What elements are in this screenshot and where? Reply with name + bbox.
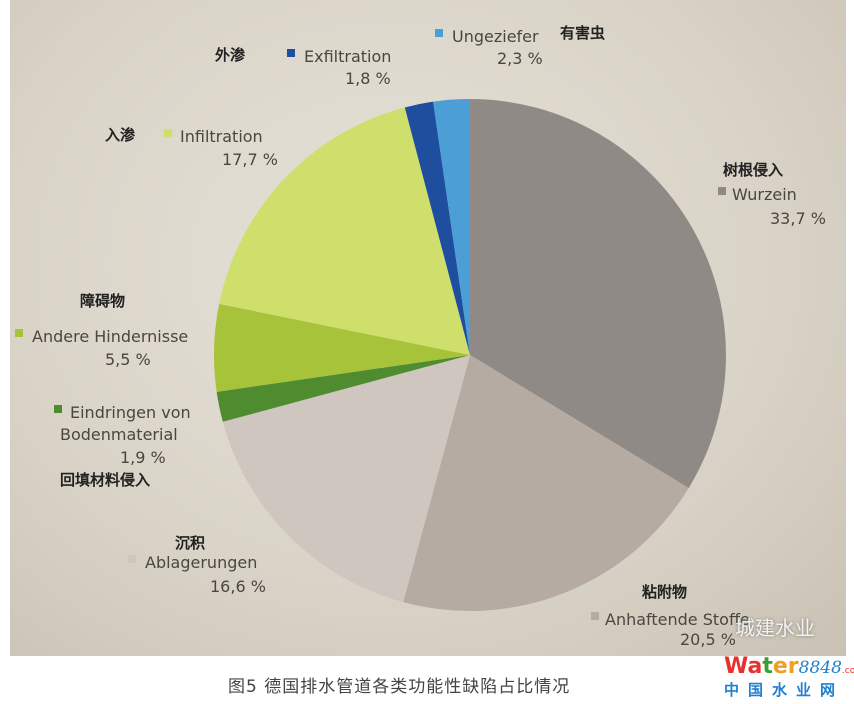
slice-cn-label-0: 树根侵入: [723, 161, 783, 179]
slice-label-0: Wurzein: [732, 185, 797, 204]
pie-slice-7: [433, 99, 470, 355]
legend-swatch-7: [435, 29, 443, 37]
slice-value-3: 1,9 %: [120, 448, 166, 467]
slice-value-5: 17,7 %: [222, 150, 278, 169]
slice-label-3-line2: Bodenmaterial: [60, 425, 178, 444]
slice-value-6: 1,8 %: [345, 69, 391, 88]
site-logo: Water8848.com 中国水业网: [724, 654, 854, 700]
pie-slice-2: [222, 355, 470, 603]
legend-swatch-6: [287, 49, 295, 57]
pie-slice-1: [403, 355, 689, 611]
pie-slice-0: [470, 99, 726, 489]
figure-caption: 图5 德国排水管道各类功能性缺陷占比情况: [228, 677, 571, 697]
pie-slice-6: [404, 101, 470, 355]
slice-label-1: Anhaftende Stoffe: [605, 610, 750, 629]
slice-cn-label-1: 粘附物: [642, 583, 687, 601]
pie-slice-5: [219, 107, 470, 355]
legend-swatch-5: [164, 129, 172, 137]
legend-swatch-3: [54, 405, 62, 413]
slice-cn-label-4: 障碍物: [80, 292, 125, 310]
logo-subtitle: 中国水业网: [724, 681, 845, 699]
legend-swatch-2: [128, 555, 136, 563]
slice-cn-label-5: 入渗: [105, 126, 136, 144]
slice-label-5: Infiltration: [180, 127, 263, 146]
logo-number: 8848: [798, 658, 842, 678]
slice-value-4: 5,5 %: [105, 350, 151, 369]
slice-value-1: 20,5 %: [680, 630, 736, 649]
slice-label-7: Ungeziefer: [452, 27, 539, 46]
legend-swatch-1: [591, 612, 599, 620]
slice-value-7: 2,3 %: [497, 49, 543, 68]
slice-cn-label-2: 沉积: [175, 534, 205, 552]
slice-value-0: 33,7 %: [770, 209, 826, 228]
logo-tld: .com: [841, 666, 854, 676]
legend-swatch-0: [718, 187, 726, 195]
slice-cn-label-3: 回填材料侵入: [60, 471, 150, 489]
pie-slice-3: [216, 355, 470, 422]
slice-label-6: Exfiltration: [304, 47, 391, 66]
slice-cn-label-6: 外渗: [214, 46, 246, 64]
watermark: 城建水业: [735, 616, 815, 640]
slice-value-2: 16,6 %: [210, 577, 266, 596]
slice-label-2: Ablagerungen: [145, 553, 257, 572]
legend-swatch-4: [15, 329, 23, 337]
slice-cn-label-7: 有害虫: [560, 24, 605, 42]
pie-slice-4: [214, 303, 470, 392]
slice-label-3: Eindringen von: [70, 403, 191, 422]
slice-label-4: Andere Hindernisse: [32, 327, 188, 346]
